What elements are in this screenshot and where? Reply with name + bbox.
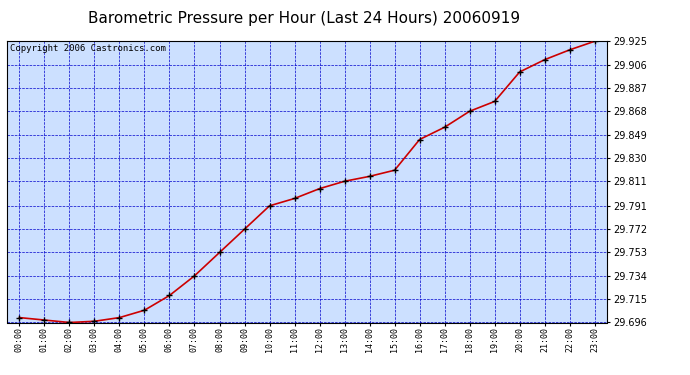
Text: Barometric Pressure per Hour (Last 24 Hours) 20060919: Barometric Pressure per Hour (Last 24 Ho… [88,11,520,26]
Text: Copyright 2006 Castronics.com: Copyright 2006 Castronics.com [10,44,166,53]
